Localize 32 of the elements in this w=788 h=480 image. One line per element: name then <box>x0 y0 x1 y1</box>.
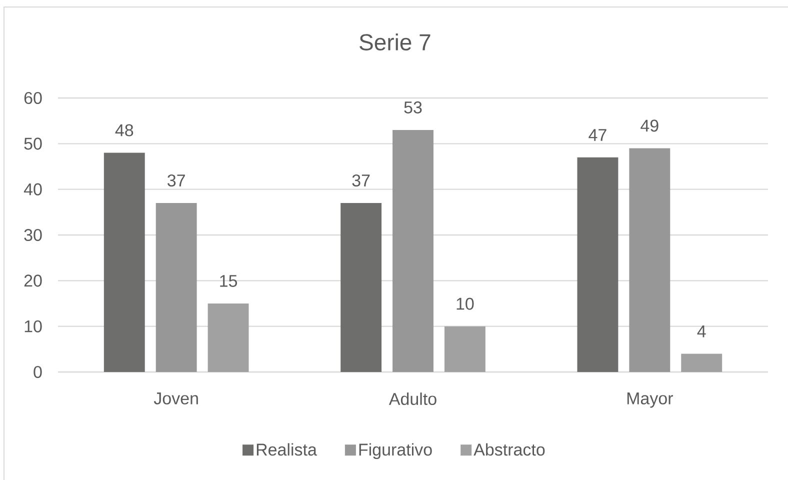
data-label: 15 <box>220 275 238 287</box>
y-tick-label: 10 <box>24 320 42 332</box>
bar <box>681 354 722 372</box>
y-tick-label: 20 <box>24 274 42 287</box>
data-label: 4 <box>697 326 706 338</box>
y-tick-label: 40 <box>24 183 42 196</box>
bar <box>104 152 145 372</box>
y-tick-label: 0 <box>34 366 42 378</box>
data-label: 47 <box>588 129 606 141</box>
data-label: 49 <box>640 120 658 132</box>
legend-label: Figurativo <box>359 443 432 460</box>
x-tick-label: Joven <box>154 392 198 404</box>
data-label: 37 <box>352 174 370 187</box>
y-tick-label: 50 <box>24 138 42 150</box>
bar <box>208 304 249 372</box>
bar <box>340 203 382 372</box>
x-tick-label: Mayor <box>627 392 673 408</box>
y-tick-label: 30 <box>24 228 42 242</box>
bar <box>444 326 486 372</box>
bar <box>577 157 618 372</box>
legend-label: Abstracto <box>474 443 545 456</box>
data-label: 48 <box>115 124 134 136</box>
bar <box>392 130 434 372</box>
chart-title: Serie 7 <box>360 34 430 50</box>
data-label: 10 <box>456 298 474 310</box>
data-label: 37 <box>168 174 185 187</box>
data-label: 53 <box>404 101 422 114</box>
legend-label: Realista <box>256 443 317 456</box>
y-tick-label: 60 <box>24 92 42 104</box>
bar <box>156 203 197 372</box>
x-tick-label: Adulto <box>388 392 436 406</box>
bar <box>629 148 670 372</box>
